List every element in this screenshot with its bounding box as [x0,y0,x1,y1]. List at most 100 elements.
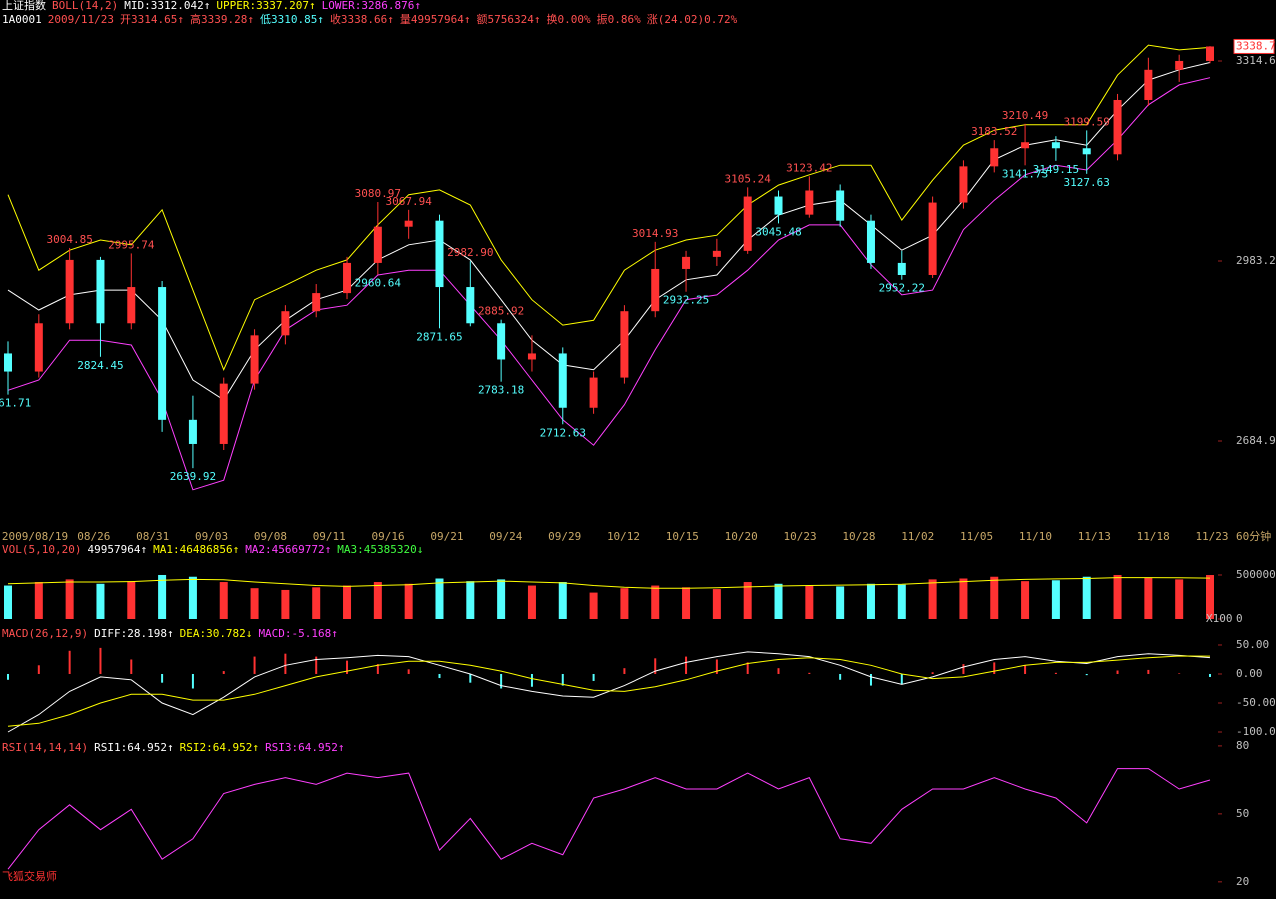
volume-bar [312,587,321,619]
price-annotation: 2995.74 [108,238,155,251]
date-label: 09/08 [254,530,287,543]
period-label: 60分钟 [1236,529,1271,543]
candle-body [866,220,875,263]
price-annotation: 3067.94 [385,195,432,208]
candle-body [959,166,968,203]
price-annotation: 3014.93 [632,227,678,240]
price-annotation: 2639.92 [170,470,216,483]
volume-bar [343,585,352,619]
candle-body [1051,142,1060,149]
candle-body [466,287,475,324]
volume-bar [1051,580,1060,619]
date-label: 08/26 [77,530,110,543]
header-item: MA1:46486856↑ [153,543,239,556]
candle-body [343,262,352,294]
date-label: 10/23 [783,530,816,543]
price-annotation: 3045.48 [755,225,801,238]
header-item: MACD(26,12,9) [2,627,88,640]
header-item: RSI2:64.952↑ [180,741,259,754]
candle-body [1206,46,1214,61]
date-label: 11/02 [901,530,934,543]
price-annotation: 2783.18 [478,384,524,397]
candle-body [928,202,937,275]
volume-bar [959,578,968,619]
panel-header: MACD(26,12,9) DIFF:28.198↑ DEA:30.782↓ MACD… [2,627,338,640]
header-item: DEA:30.782↓ [180,627,253,640]
candle-body [65,259,74,324]
date-label: 11/18 [1137,530,1170,543]
volume-bar [589,592,598,619]
date-label: 09/11 [313,530,346,543]
date-label: 11/10 [1019,530,1052,543]
candle-body [990,148,999,167]
volume-unit: X100 [1206,612,1233,625]
panel-header: 上证指数 BOLL(14,2) MID:3312.042↑ UPPER:3337.20… [2,0,421,12]
candle-body [805,190,814,215]
candle-body [1144,69,1153,100]
volume-bar [404,583,413,619]
price-annotation: 2824.45 [77,359,123,372]
date-label: 09/29 [548,530,581,543]
candle-body [836,190,845,221]
candle-body [1082,148,1091,155]
header-item: 量49957964↑ [400,13,471,26]
volume-bar [435,578,444,619]
y-tick-label: 50.00 [1236,638,1269,651]
price-annotation: 3123.42 [786,161,832,174]
price-annotation: 3141.73 [1002,167,1048,180]
panel-header: RSI(14,14,14) RSI1:64.952↑ RSI2:64.952↑ RSI… [2,741,345,754]
date-label: 09/21 [430,530,463,543]
volume-bar [1021,581,1030,619]
volume-bar [836,586,845,619]
candle-body [373,226,382,263]
volume-bar [1144,577,1153,619]
header-item: 开3314.65↑ [120,13,184,26]
price-annotation: 3004.85 [46,233,92,246]
macd-line [7,651,1211,733]
date-label: 10/28 [842,530,875,543]
price-annotation: 3149.15 [1033,163,1079,176]
candle-body [250,335,259,384]
header-item: BOLL(14,2) [52,0,118,12]
panel-header: VOL(5,10,20) 49957964↑ MA1:46486856↑ MA2:45… [2,543,423,556]
rsi-line [7,768,1211,870]
header-item: MID:3312.042↑ [124,0,210,12]
candle-body [527,353,536,360]
volume-bar [34,582,43,619]
volume-bar [682,587,691,619]
y-tick-label: -50.00 [1236,696,1276,709]
header-item: UPPER:3337.207↑ [216,0,315,12]
volume-bar [928,579,937,619]
candle-body [712,250,721,257]
volume-bar [897,584,906,619]
candle-body [774,196,783,215]
volume-bar [712,589,721,619]
date-label: 11/05 [960,530,993,543]
volume-bar [558,582,567,619]
price-annotation: 3080.97 [355,187,401,200]
date-label: 2009/08/19 [2,530,68,543]
volume-bar [188,576,197,619]
price-annotation: 2885.92 [478,305,524,318]
y-tick-label: 2684.9 [1236,434,1276,447]
header-item: 1A0001 [2,13,42,26]
volume-bar [1206,575,1214,619]
header-item: DIFF:28.198↑ [94,627,173,640]
volume-bar [651,585,660,619]
header-item: 额5756324↑ [477,13,541,26]
y-tick-label: -100.0 [1236,725,1276,738]
header-item: 收3338.66↑ [330,12,394,26]
volume-bar [1175,579,1184,619]
candle-body [1175,60,1184,70]
volume-bar [990,576,999,619]
volume-bar [497,579,506,619]
y-tick-label: 20 [1236,875,1249,888]
header-item: MA2:45669772↑ [245,543,331,556]
header-item: RSI1:64.952↑ [94,741,173,754]
header-item: RSI(14,14,14) [2,741,88,754]
volume-bar [805,585,814,619]
volume-bar [620,588,629,619]
boll-line [7,44,1211,372]
y-tick-label: 500000 [1236,568,1276,581]
